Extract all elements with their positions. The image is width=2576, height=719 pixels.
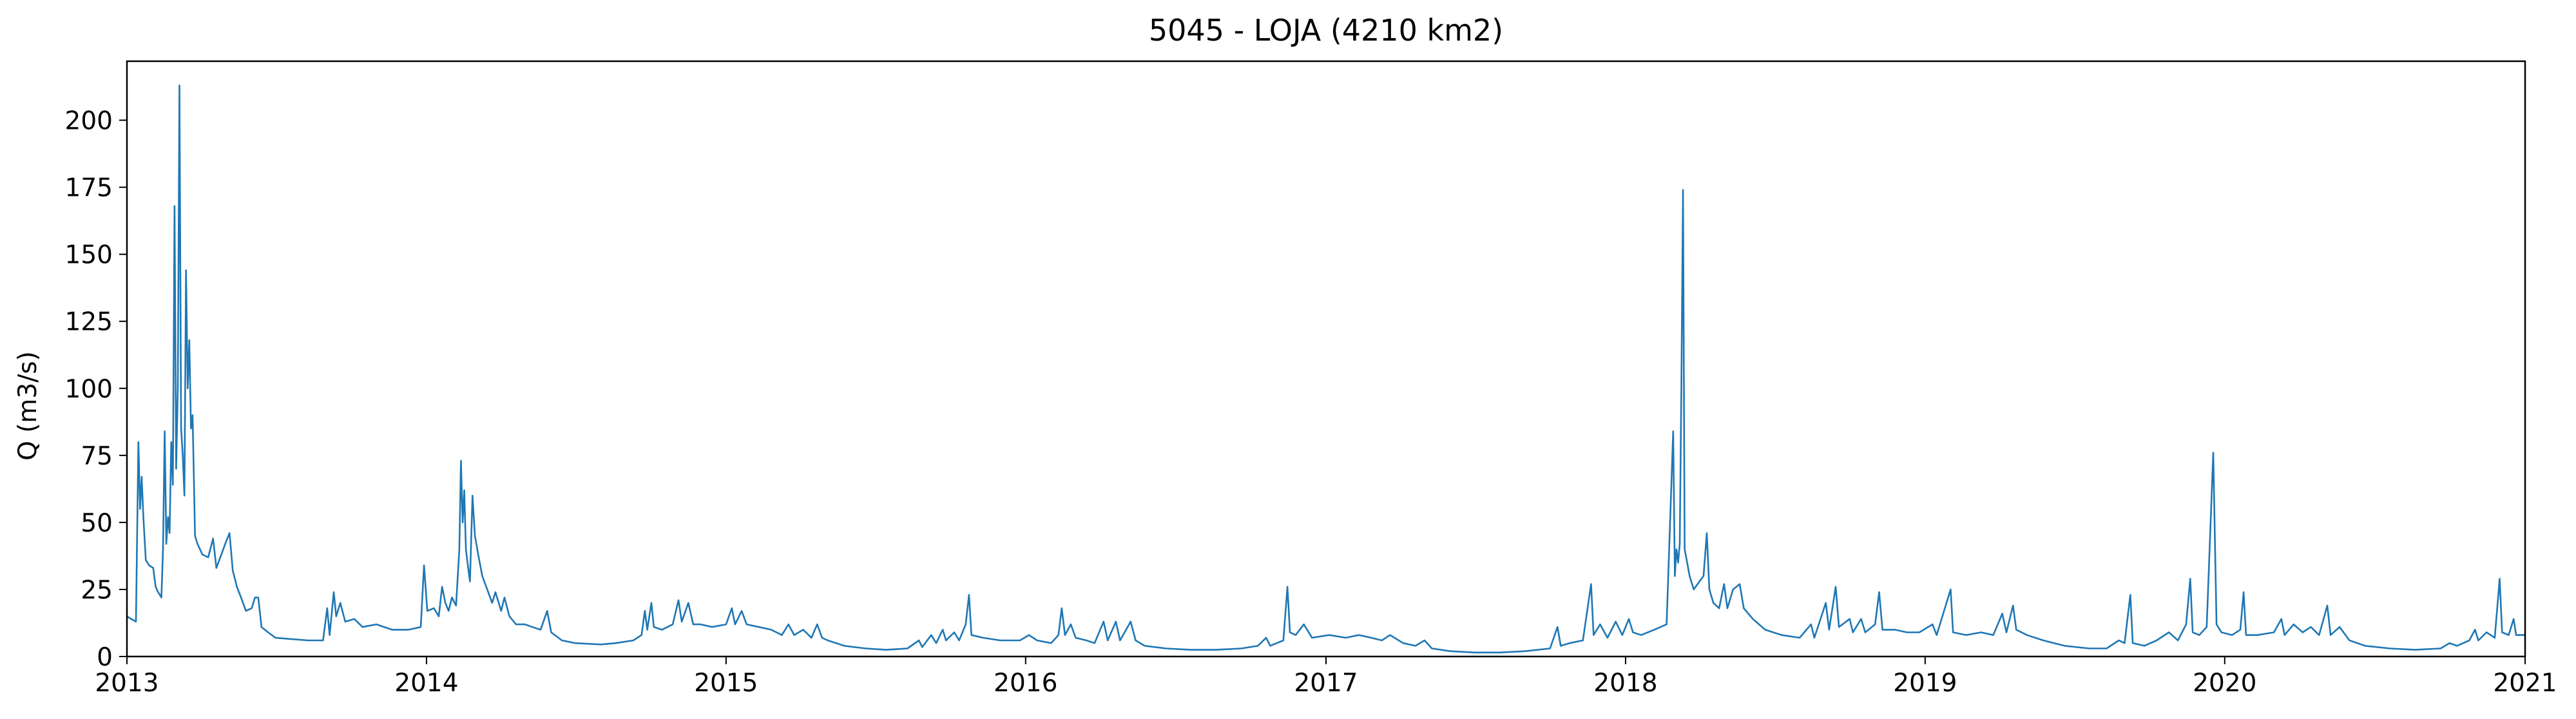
chart-title: 5045 - LOJA (4210 km2) — [1149, 13, 1503, 48]
series-line-0 — [126, 84, 2525, 654]
plot-area — [126, 84, 2525, 654]
y-tick-label: 50 — [81, 509, 113, 538]
x-axis: 2013 2014 2015 2016 2017 2018 2019 2020 2021 — [95, 657, 2557, 698]
y-tick-label: 175 — [65, 174, 113, 203]
x-tick-label: 2013 — [95, 669, 159, 698]
x-tick-label: 2019 — [1893, 669, 1957, 698]
y-tick-label: 100 — [65, 375, 113, 404]
y-tick-label: 125 — [65, 308, 113, 337]
y-tick-label: 0 — [97, 643, 113, 672]
y-axis-label: Q (m3/s) — [14, 351, 43, 461]
x-tick-label: 2017 — [1294, 669, 1358, 698]
plot-frame — [126, 60, 2526, 658]
y-axis: 0 25 50 75 100 125 150 175 200 — [65, 107, 127, 672]
x-tick-label: 2020 — [2193, 669, 2256, 698]
y-tick-label: 75 — [81, 442, 113, 471]
y-tick-label: 150 — [65, 241, 113, 270]
x-tick-label: 2021 — [2493, 669, 2557, 698]
x-tick-label: 2018 — [1593, 669, 1657, 698]
y-tick-label: 25 — [81, 576, 113, 605]
x-tick-label: 2014 — [394, 669, 458, 698]
x-tick-label: 2015 — [694, 669, 758, 698]
x-tick-label: 2016 — [994, 669, 1057, 698]
y-tick-label: 200 — [65, 107, 113, 136]
